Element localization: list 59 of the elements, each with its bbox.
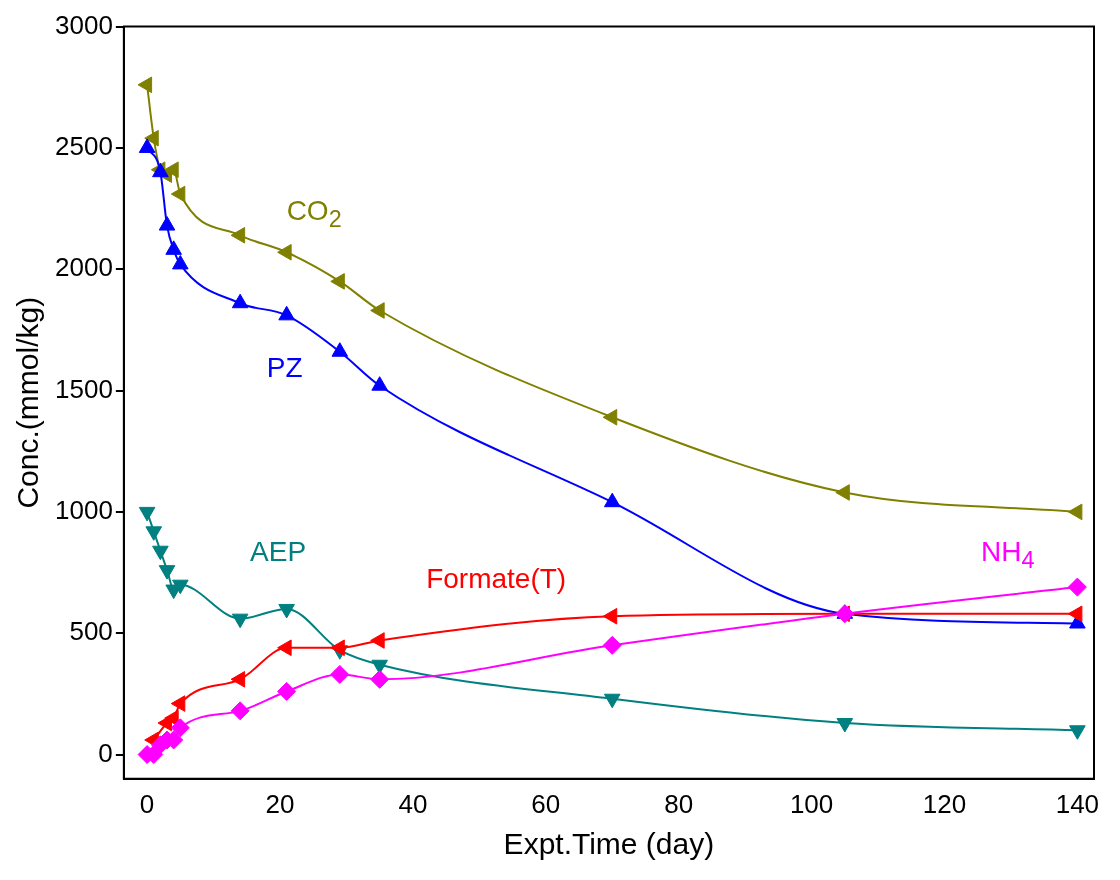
- x-tick-label: 60: [531, 788, 561, 819]
- y-axis-title: Conc.(mmol/kg): [11, 296, 45, 509]
- point: [230, 701, 250, 721]
- x-tick-label: 40: [398, 788, 428, 819]
- y-tick-label: 1500: [55, 373, 113, 404]
- point: [835, 604, 855, 624]
- series-label: PZ: [266, 352, 303, 385]
- point: [230, 226, 246, 244]
- point: [371, 376, 388, 391]
- point: [1067, 503, 1083, 521]
- x-axis-title: Expt.Time (day): [503, 827, 715, 861]
- point: [836, 717, 854, 733]
- point: [158, 216, 176, 231]
- x-tick-label: 100: [789, 788, 834, 819]
- series-label: CO$_{2}$: [286, 194, 342, 234]
- point: [602, 635, 622, 655]
- y-tick-label: 2000: [55, 252, 113, 283]
- point: [602, 607, 618, 625]
- point: [602, 408, 618, 426]
- x-tick-label: 20: [265, 788, 295, 819]
- point: [170, 695, 186, 712]
- point: [164, 161, 179, 179]
- point: [164, 709, 179, 727]
- point: [277, 681, 297, 701]
- series-label: Formate(T): [426, 563, 567, 596]
- series-label: AEP: [250, 535, 307, 568]
- point: [370, 302, 385, 319]
- point: [835, 484, 850, 501]
- series-label: NH$_{4}$: [981, 535, 1035, 575]
- point: [1067, 577, 1087, 597]
- x-tick-label: 80: [664, 788, 694, 819]
- point: [230, 671, 246, 688]
- point: [370, 632, 385, 649]
- point: [170, 718, 190, 738]
- y-tick-label: 1000: [55, 495, 113, 526]
- point: [278, 305, 295, 321]
- point: [603, 492, 621, 508]
- y-tick-label: 500: [69, 616, 113, 647]
- point: [330, 639, 345, 657]
- y-tick-label: 3000: [55, 9, 113, 40]
- point: [370, 669, 390, 689]
- point: [1067, 605, 1083, 623]
- point: [165, 240, 182, 255]
- y-tick-label: 0: [98, 737, 113, 768]
- point: [138, 138, 156, 153]
- point: [144, 129, 159, 147]
- point: [170, 185, 186, 203]
- point: [330, 273, 345, 290]
- point: [277, 639, 292, 657]
- x-tick-label: 120: [922, 788, 967, 819]
- y-tick-label: 2500: [55, 131, 113, 162]
- point: [172, 254, 189, 270]
- point: [137, 76, 153, 94]
- x-tick-label: 140: [1055, 788, 1100, 819]
- point: [277, 243, 292, 261]
- point: [231, 293, 249, 309]
- x-tick-label: 0: [139, 788, 155, 819]
- point: [330, 664, 350, 684]
- point: [331, 342, 349, 357]
